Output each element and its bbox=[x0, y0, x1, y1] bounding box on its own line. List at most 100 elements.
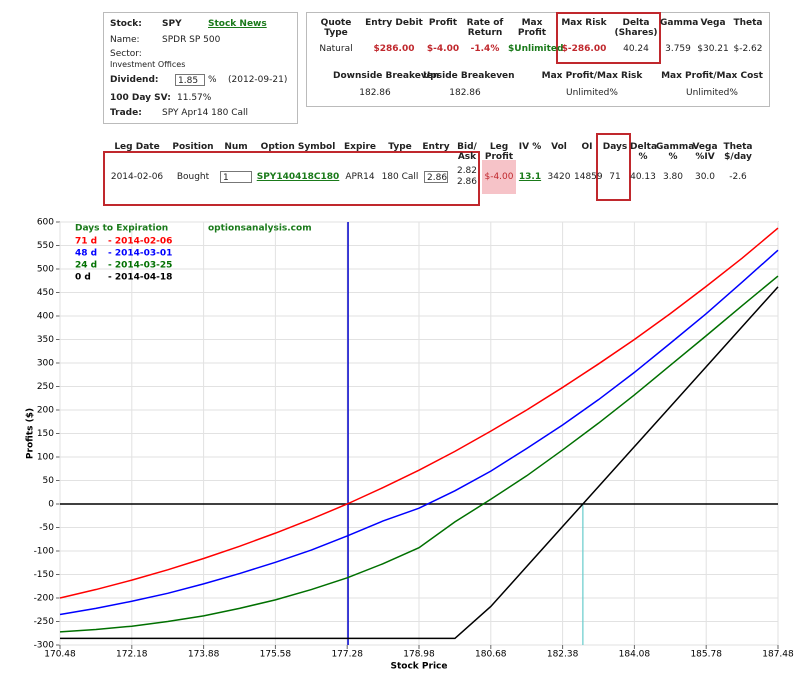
column-header: Delta % bbox=[630, 142, 658, 162]
cell: Bought bbox=[176, 172, 210, 182]
x-axis-title: Stock Price bbox=[391, 662, 448, 672]
cell: 40.13 bbox=[630, 172, 656, 182]
x-tick-label: 175.58 bbox=[260, 650, 292, 660]
cell: -1.4% bbox=[470, 44, 500, 54]
dividend-input[interactable]: 1.85 bbox=[175, 74, 205, 86]
column-header: Downside Breakeven bbox=[333, 71, 440, 81]
input[interactable]: 2.86 bbox=[424, 171, 448, 183]
cell: 180 Call bbox=[381, 172, 419, 182]
cell: 182.86 bbox=[449, 88, 481, 98]
label: Sector: bbox=[110, 49, 142, 59]
cell: $286.00 bbox=[373, 44, 415, 54]
value: SPDR SP 500 bbox=[162, 35, 221, 45]
legend-label: 24 d bbox=[75, 261, 97, 271]
column-header: Max Profit bbox=[517, 18, 547, 38]
highlight-box bbox=[556, 12, 661, 64]
cell: $30.21 bbox=[697, 44, 729, 54]
cell: $Unlimited bbox=[508, 44, 564, 54]
label: Dividend: bbox=[110, 75, 159, 85]
cell: 14859 bbox=[574, 172, 603, 182]
series-line bbox=[59, 227, 779, 599]
chart: -300 -250 -200 -150 -100 -50 0 50 100 150 200 250 30… bbox=[26, 218, 795, 672]
unit: % bbox=[208, 75, 217, 85]
column-header: Vega %IV bbox=[692, 142, 718, 162]
column-header: Max Risk bbox=[561, 18, 607, 28]
cell: 71 bbox=[609, 172, 621, 182]
cell: 3420 bbox=[547, 172, 571, 182]
legend-title: Days to Expiration bbox=[75, 224, 168, 234]
column-header: Vega bbox=[700, 18, 726, 28]
column-header: Leg Date bbox=[114, 142, 160, 152]
column-header: Quote Type bbox=[320, 18, 352, 38]
legend-date: - 2014-04-18 bbox=[108, 273, 172, 283]
cell: APR14 bbox=[345, 172, 375, 182]
value: SPY bbox=[162, 19, 182, 29]
y-tick-label: 400 bbox=[37, 312, 54, 322]
column-header: Type bbox=[388, 142, 412, 152]
link[interactable]: Stock News bbox=[208, 19, 267, 29]
y-tick-label: 350 bbox=[37, 335, 54, 345]
x-tick-label: 182.38 bbox=[547, 650, 579, 660]
x-tick-label: 178.98 bbox=[403, 650, 435, 660]
cell: 182.86 bbox=[359, 88, 391, 98]
y-tick-label: 600 bbox=[37, 218, 54, 228]
cell: 3.80 bbox=[662, 172, 684, 182]
column-header: Num bbox=[224, 142, 248, 152]
column-header: Delta (Shares) bbox=[614, 18, 658, 38]
label: 100 Day SV: bbox=[110, 93, 171, 103]
y-tick-label: -300 bbox=[34, 641, 55, 651]
cell: -2.6 bbox=[729, 172, 747, 182]
y-tick-label: 300 bbox=[37, 359, 54, 369]
label: Stock: bbox=[110, 19, 142, 29]
column-header: Vol bbox=[551, 142, 567, 152]
value: Investment Offices bbox=[110, 60, 186, 69]
column-header: Expire bbox=[343, 142, 377, 152]
y-tick-label: -100 bbox=[34, 547, 55, 557]
column-header: Theta $/day bbox=[723, 142, 753, 162]
cell[interactable]: 13.1 bbox=[518, 172, 542, 182]
legend-label: 48 d bbox=[75, 249, 97, 259]
label: Name: bbox=[110, 35, 140, 45]
y-tick-label: 450 bbox=[37, 288, 54, 298]
cell[interactable]: SPY140418C180 bbox=[256, 172, 340, 182]
series-line bbox=[60, 286, 779, 640]
column-header: Position bbox=[172, 142, 214, 152]
y-tick-label: 100 bbox=[37, 453, 54, 463]
x-tick-label: 180.68 bbox=[475, 650, 507, 660]
legend-date: - 2014-03-25 bbox=[108, 261, 172, 271]
column-header: Option Symbol bbox=[260, 142, 336, 152]
stock-panel bbox=[103, 12, 298, 124]
column-header: Leg Profit bbox=[484, 142, 514, 162]
column-header: Theta bbox=[733, 18, 763, 28]
column-header: Profit bbox=[428, 18, 458, 28]
column-header: Gamma bbox=[660, 18, 699, 28]
series-line bbox=[59, 275, 779, 633]
column-header: IV % bbox=[518, 142, 542, 152]
column-header: Upside Breakeven bbox=[423, 71, 515, 81]
x-tick-label: 187.48 bbox=[762, 650, 794, 660]
y-tick-label: 200 bbox=[37, 406, 54, 416]
x-tick-label: 184.08 bbox=[619, 650, 651, 660]
y-tick-label: -150 bbox=[34, 570, 55, 580]
column-header: Days bbox=[602, 142, 628, 152]
cell: 40.24 bbox=[623, 44, 649, 54]
cell: Unlimited% bbox=[566, 88, 618, 98]
series-line bbox=[59, 249, 779, 616]
y-tick-label: -250 bbox=[34, 617, 55, 627]
column-header: Max Profit/Max Cost bbox=[661, 71, 763, 81]
highlight-box bbox=[596, 133, 631, 201]
x-tick-label: 177.28 bbox=[331, 650, 363, 660]
cell: Unlimited% bbox=[686, 88, 738, 98]
legend-date: - 2014-03-01 bbox=[108, 249, 172, 259]
cell: 2.82 bbox=[456, 166, 478, 176]
legend-label: 71 d bbox=[75, 237, 97, 247]
legend-label: 0 d bbox=[75, 273, 91, 283]
cell: 2.86 bbox=[456, 177, 478, 187]
cell: $-4.00 bbox=[482, 160, 516, 194]
cell: Natural bbox=[319, 44, 353, 54]
y-axis-title: Profits ($) bbox=[26, 408, 36, 459]
watermark: optionsanalysis.com bbox=[208, 224, 312, 234]
input[interactable]: 1 bbox=[220, 171, 252, 183]
cell: $-286.00 bbox=[561, 44, 607, 54]
